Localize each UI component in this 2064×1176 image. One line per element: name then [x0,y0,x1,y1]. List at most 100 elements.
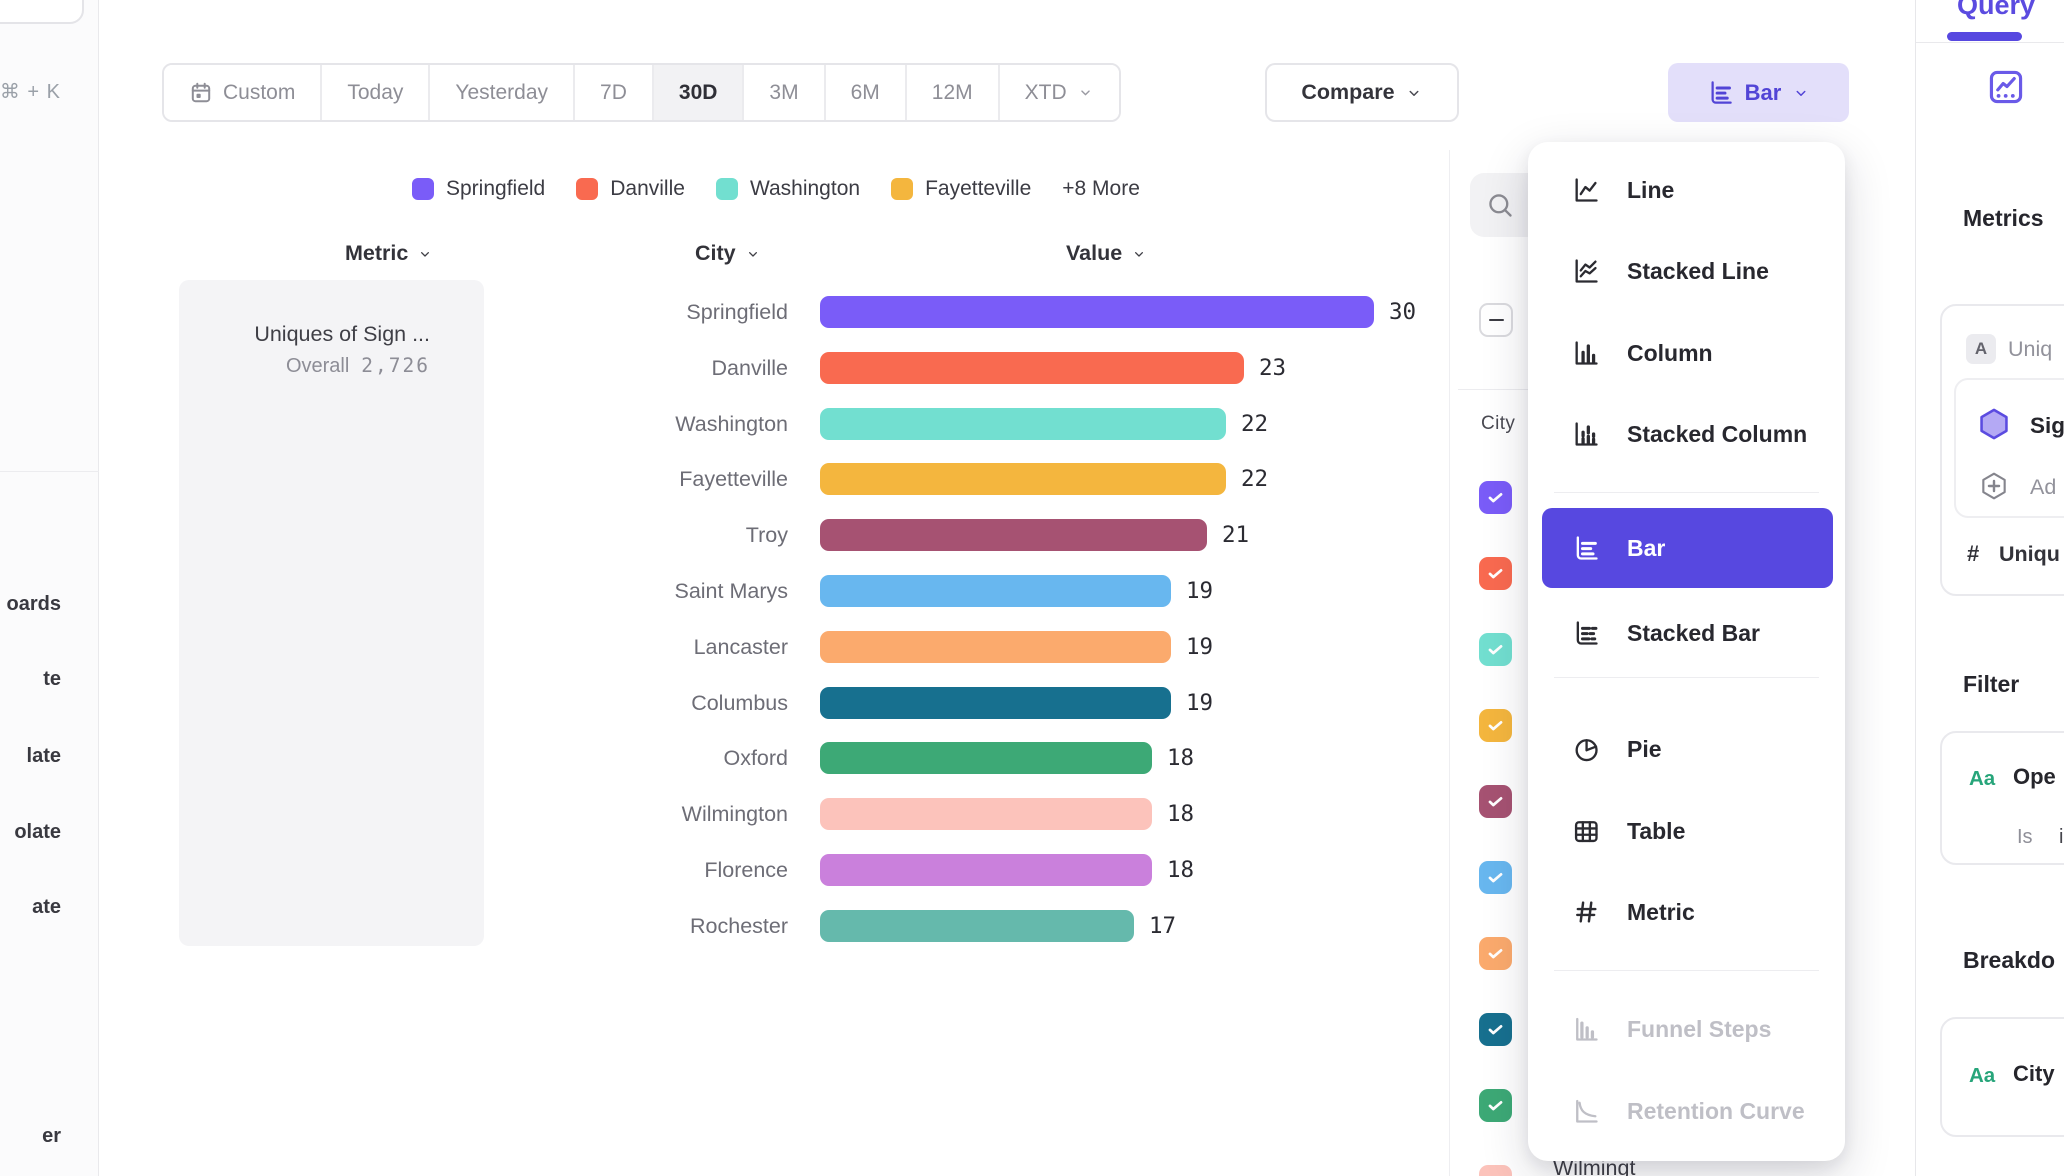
date-range-group: Custom Today Yesterday 7D 30D 3M 6M 12M XTD [162,63,1121,122]
bar-danville[interactable] [820,352,1244,384]
date-range-12m[interactable]: 12M [904,65,998,120]
bar-label-lancaster: Lancaster [693,635,788,659]
menu-item-retention-curve: Retention Curve [1528,1071,1845,1151]
sidebar-search-box[interactable] [0,0,84,24]
date-range-7d[interactable]: 7D [573,65,652,120]
chart-type-button[interactable]: Bar [1668,63,1849,122]
column-header-value[interactable]: Value [1066,241,1147,266]
sidebar-item-olate[interactable]: olate [14,821,61,843]
sidebar-item-ate[interactable]: ate [32,896,61,918]
date-range-3m[interactable]: 3M [742,65,824,120]
bar-value-oxford: 18 [1167,745,1195,771]
bar-columbus[interactable] [820,687,1171,719]
menu-item-table[interactable]: Table [1528,791,1845,871]
sidebar-item-late[interactable]: late [26,745,61,767]
bar-lancaster[interactable] [820,631,1171,663]
filter-operator[interactable]: Is [2017,826,2033,848]
city-checkbox-8[interactable] [1479,1088,1512,1122]
column-header-city[interactable]: City [695,241,761,266]
menu-item-pie[interactable]: Pie [1528,709,1845,789]
sidebar-item-oards[interactable]: oards [6,593,61,615]
check-icon [1486,716,1505,735]
bar-fayetteville[interactable] [820,463,1226,495]
overall-value: 2,726 [361,354,430,377]
bar-washington[interactable] [820,408,1226,440]
breakdown-card[interactable]: Aa City [1940,1017,2064,1137]
city-checkbox-9[interactable] [1479,1164,1512,1176]
legend-item-fayetteville[interactable]: Fayetteville [891,177,1031,201]
bar-label-washington: Washington [675,412,788,436]
city-checkbox-4[interactable] [1479,784,1512,818]
bar-value-danville: 23 [1259,355,1287,381]
metric-type-badge: A [1966,334,1996,364]
sidebar-item-er[interactable]: er [42,1125,61,1147]
bar-label-wilmington: Wilmington [681,802,788,826]
menu-item-label: Bar [1627,534,1666,561]
date-range-label: 12M [931,80,973,104]
menu-item-line[interactable]: Line [1528,150,1845,230]
menu-item-bar[interactable]: Bar [1542,508,1833,588]
add-event-icon[interactable] [1978,470,2010,502]
column-header-metric[interactable]: Metric [345,241,433,266]
date-range-label: 6M [850,80,880,104]
menu-item-metric[interactable]: Metric [1528,872,1845,952]
filter-value[interactable]: i [2059,826,2064,848]
search-icon [1486,191,1514,219]
header-label: Value [1066,241,1123,265]
bar-rochester[interactable] [820,910,1134,942]
city-checkbox-2[interactable] [1479,632,1512,666]
calendar-icon [189,81,213,105]
menu-item-stacked-bar[interactable]: Stacked Bar [1528,593,1845,673]
sidebar: ⌘ + K oards te late olate ate er [0,0,99,1176]
menu-item-stacked-line[interactable]: Stacked Line [1528,231,1845,311]
menu-item-stacked-column[interactable]: Stacked Column [1528,394,1845,474]
legend-label: Danville [610,177,685,200]
bar-label-troy: Troy [745,523,788,547]
date-range-xtd[interactable]: XTD [997,65,1119,120]
collapse-breakdown-button[interactable] [1479,303,1513,337]
check-icon [1486,640,1505,659]
date-range-6m[interactable]: 6M [823,65,905,120]
city-checkbox-6[interactable] [1479,936,1512,970]
bar-springfield[interactable] [820,296,1374,328]
date-range-today[interactable]: Today [320,65,429,120]
legend-item-washington[interactable]: Washington [715,177,860,201]
city-checkbox-7[interactable] [1479,1012,1512,1046]
bar-value-florence: 18 [1167,857,1195,883]
date-range-custom[interactable]: Custom [164,65,321,120]
bar-troy[interactable] [820,519,1207,551]
sidebar-item-te[interactable]: te [43,668,61,690]
legend-item-springfield[interactable]: Springfield [412,177,545,201]
date-range-30d[interactable]: 30D [651,65,743,120]
bar-florence[interactable] [820,854,1152,886]
chevron-down-icon [1077,84,1094,101]
city-checkbox-3[interactable] [1479,708,1512,742]
date-range-yesterday[interactable]: Yesterday [428,65,574,120]
metric-card[interactable]: Uniques of Sign ... Overall 2,726 [179,280,484,946]
hash-icon [1572,898,1600,926]
header-label: Metric [345,241,409,265]
legend-item-danville[interactable]: Danville [576,177,685,201]
compare-button[interactable]: Compare [1265,63,1459,122]
tab-query[interactable]: Query [1957,0,2036,20]
pie-icon [1572,735,1600,763]
menu-item-label: Stacked Line [1627,257,1769,284]
filter-card[interactable]: Aa Ope Is i [1940,731,2064,865]
bar-oxford[interactable] [820,742,1152,774]
city-checkbox-5[interactable] [1479,860,1512,894]
metric-query-card[interactable]: A Uniq Sig Ad # Uniqu [1940,304,2064,596]
check-icon [1486,1020,1505,1039]
add-label[interactable]: Ad [2030,475,2057,499]
legend-more-button[interactable]: +8 More [1062,177,1140,200]
retention-icon [1572,1097,1600,1125]
event-card[interactable]: Sig Ad [1954,378,2064,518]
bar-wilmington[interactable] [820,798,1152,830]
bar-saint-marys[interactable] [820,575,1171,607]
city-checkbox-0[interactable] [1479,480,1512,514]
legend-swatch [715,178,738,200]
bar-label-springfield: Springfield [686,300,788,324]
legend-swatch [576,178,599,200]
divider [1458,389,1544,390]
menu-item-column[interactable]: Column [1528,313,1845,393]
city-checkbox-1[interactable] [1479,556,1512,590]
